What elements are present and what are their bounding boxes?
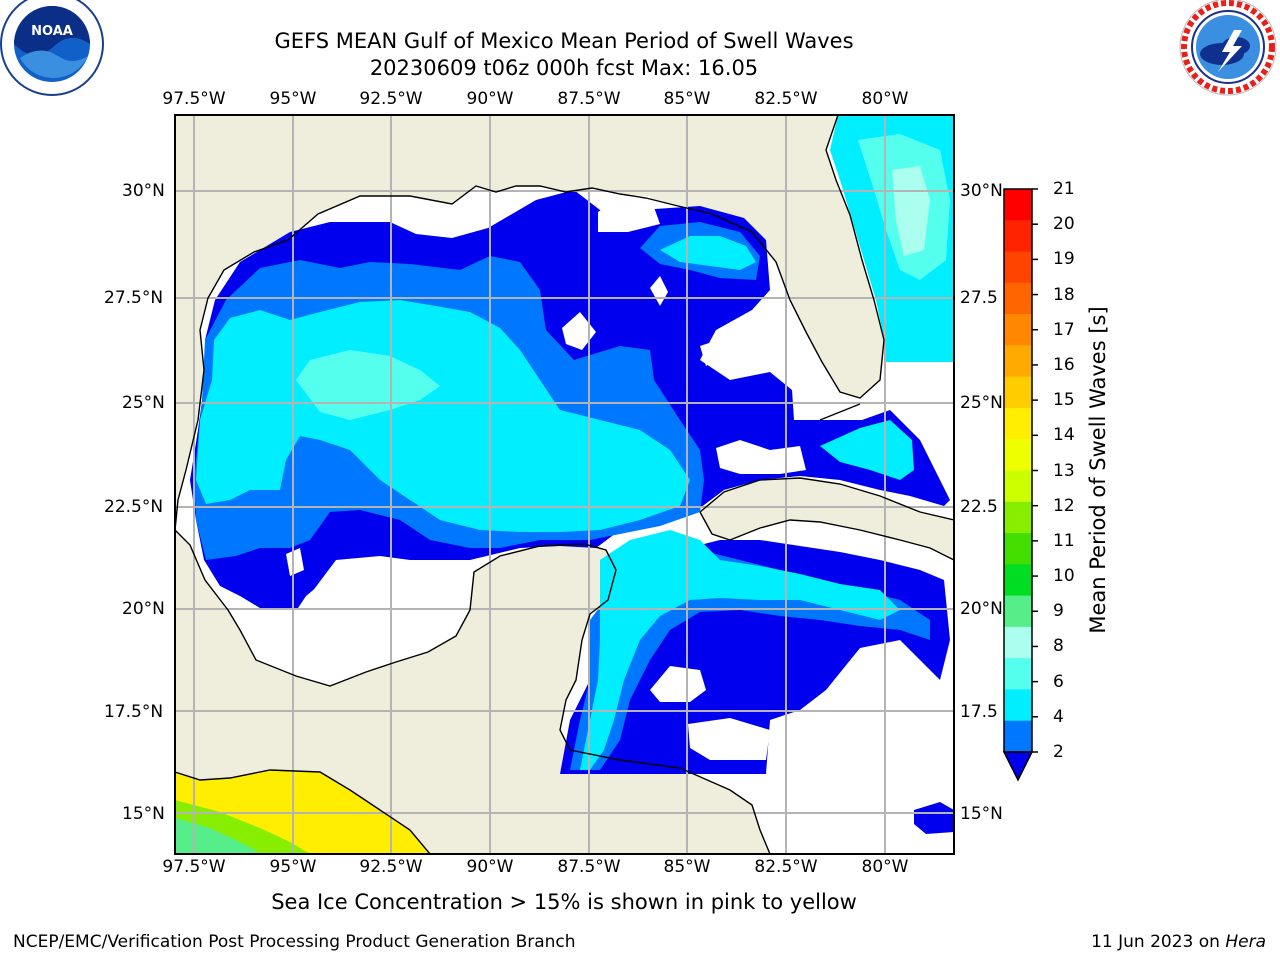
- sea-ice-note: Sea Ice Concentration > 15% is shown in …: [271, 890, 857, 914]
- colorbar-cell: [1004, 564, 1032, 597]
- colorbar: [1002, 188, 1038, 782]
- lat-label-left: 27.5°N: [104, 288, 164, 308]
- lat-label-left: 20°N: [122, 599, 165, 619]
- lat-label-left: 15°N: [122, 804, 165, 824]
- lon-label-bottom: 80°W: [861, 857, 909, 877]
- colorbar-cell: [1004, 282, 1032, 315]
- graticule: [175, 115, 954, 854]
- nodata-patch: [562, 312, 596, 350]
- lon-label-bottom: 85°W: [663, 857, 711, 877]
- colorbar-tick-label: 9: [1053, 601, 1064, 622]
- colorbar-cell: [1004, 314, 1032, 346]
- nodata-patch: [286, 548, 304, 576]
- lon-label-bottom: 82.5°W: [754, 857, 818, 877]
- lon-label-bottom: 87.5°W: [557, 857, 621, 877]
- lat-label-right: 30°N: [960, 181, 1003, 201]
- colorbar-cell: [1004, 251, 1032, 284]
- colorbar-cell: [1004, 376, 1032, 409]
- lat-label-left: 30°N: [122, 181, 165, 201]
- colorbar-cell: [1004, 658, 1032, 690]
- lat-label-right: 17.5: [960, 702, 998, 722]
- colorbar-tick-label: 4: [1053, 706, 1064, 727]
- colorbar-tick-label: 18: [1053, 284, 1075, 305]
- colorbar-tick-label: 21: [1053, 179, 1075, 199]
- nodata-patch: [700, 342, 718, 366]
- swell-region-6s-straits: [820, 420, 914, 480]
- lon-label-bottom: 95°W: [269, 857, 317, 877]
- lon-label-top: 87.5°W: [557, 89, 621, 109]
- nodata-patch: [716, 440, 806, 474]
- chart-title: GEFS MEAN Gulf of Mexico Mean Period of …: [274, 29, 854, 53]
- lat-label-right: 27.5: [960, 288, 998, 308]
- lat-label-left: 22.5°N: [104, 497, 164, 517]
- ice-field-mint: [175, 818, 262, 854]
- lon-label-bottom: 90°W: [466, 857, 514, 877]
- colorbar-cell: [1004, 345, 1032, 378]
- nodata-patch: [650, 666, 706, 702]
- colorbar-cell: [1004, 689, 1032, 722]
- lat-label-right: 15°N: [960, 804, 1003, 824]
- lat-label-right: 20°N: [960, 599, 1003, 619]
- colorbar-tick-label: 17: [1053, 319, 1075, 340]
- colorbar-tick-label: 13: [1053, 460, 1075, 481]
- lon-label-top: 85°W: [663, 89, 711, 109]
- lon-label-bottom: 92.5°W: [359, 857, 423, 877]
- colorbar-cell: [1004, 595, 1032, 628]
- nodata-patch: [290, 560, 470, 670]
- nws-logo: [1179, 0, 1277, 96]
- nodata-patch: [688, 718, 770, 760]
- colorbar-tick-label: 14: [1053, 425, 1075, 446]
- colorbar-tick-label: 16: [1053, 354, 1075, 375]
- map-frame: [174, 114, 955, 855]
- lon-label-top: 95°W: [269, 89, 317, 109]
- colorbar-tick-label: 10: [1053, 566, 1075, 587]
- colorbar-tick-label: 2: [1053, 742, 1064, 762]
- lon-label-top: 90°W: [466, 89, 514, 109]
- swell-region-2s-south: [914, 802, 954, 834]
- colorbar-cell: [1004, 501, 1032, 534]
- colorbar-cell: [1004, 220, 1032, 253]
- colorbar-tick-label: 6: [1053, 671, 1064, 692]
- colorbar-tick-label: 15: [1053, 390, 1075, 411]
- svg-text:NOAA: NOAA: [31, 24, 73, 39]
- swell-region-9s-atlantic: [892, 166, 930, 256]
- colorbar-extend-arrow: [1002, 751, 1034, 782]
- nodata-patch: [598, 196, 660, 232]
- colorbar-frame: [1003, 188, 1033, 753]
- land-us: [175, 115, 884, 530]
- lon-label-top: 82.5°W: [754, 89, 818, 109]
- colorbar-cell: [1004, 439, 1032, 471]
- colorbar-cell: [1004, 470, 1032, 503]
- colorbar-cell: [1004, 720, 1032, 753]
- footer-date: 11 Jun 2023 on Hera: [1091, 932, 1266, 952]
- lon-label-top: 97.5°W: [162, 89, 226, 109]
- land-cuba: [700, 478, 954, 560]
- footer-date-text: 11 Jun 2023 on: [1091, 932, 1226, 952]
- footer-host: Hera: [1225, 932, 1266, 952]
- colorbar-tick-label: 8: [1053, 636, 1064, 657]
- colorbar-cell: [1004, 533, 1032, 565]
- colorbar-tick-label: 19: [1053, 249, 1075, 270]
- footer-credit: NCEP/EMC/Verification Post Processing Pr…: [13, 932, 576, 952]
- swell-region-6s-east: [660, 236, 756, 270]
- swell-region-6s-caribbean: [580, 530, 900, 770]
- colorbar-tick-label: 12: [1053, 495, 1075, 516]
- colorbar-cell: [1004, 626, 1032, 659]
- colorbar-title: Mean Period of Swell Waves [s]: [1086, 306, 1110, 634]
- colorbar-tick-label: 11: [1053, 530, 1075, 551]
- lat-label-left: 17.5°N: [104, 702, 164, 722]
- chart-subtitle: 20230609 t06z 000h fcst Max: 16.05: [369, 56, 759, 80]
- coastlines: [175, 115, 954, 854]
- colorbar-tick-label: 20: [1053, 214, 1075, 235]
- lon-label-top: 92.5°W: [359, 89, 423, 109]
- lat-label-right: 22.5: [960, 497, 998, 517]
- lon-label-top: 80°W: [861, 89, 909, 109]
- lat-label-left: 25°N: [122, 393, 165, 413]
- noaa-logo: NOAA: [0, 0, 104, 96]
- colorbar-cell: [1004, 189, 1032, 221]
- colorbar-cell: [1004, 407, 1032, 440]
- lat-label-right: 25°N: [960, 393, 1003, 413]
- lon-label-bottom: 97.5°W: [162, 857, 226, 877]
